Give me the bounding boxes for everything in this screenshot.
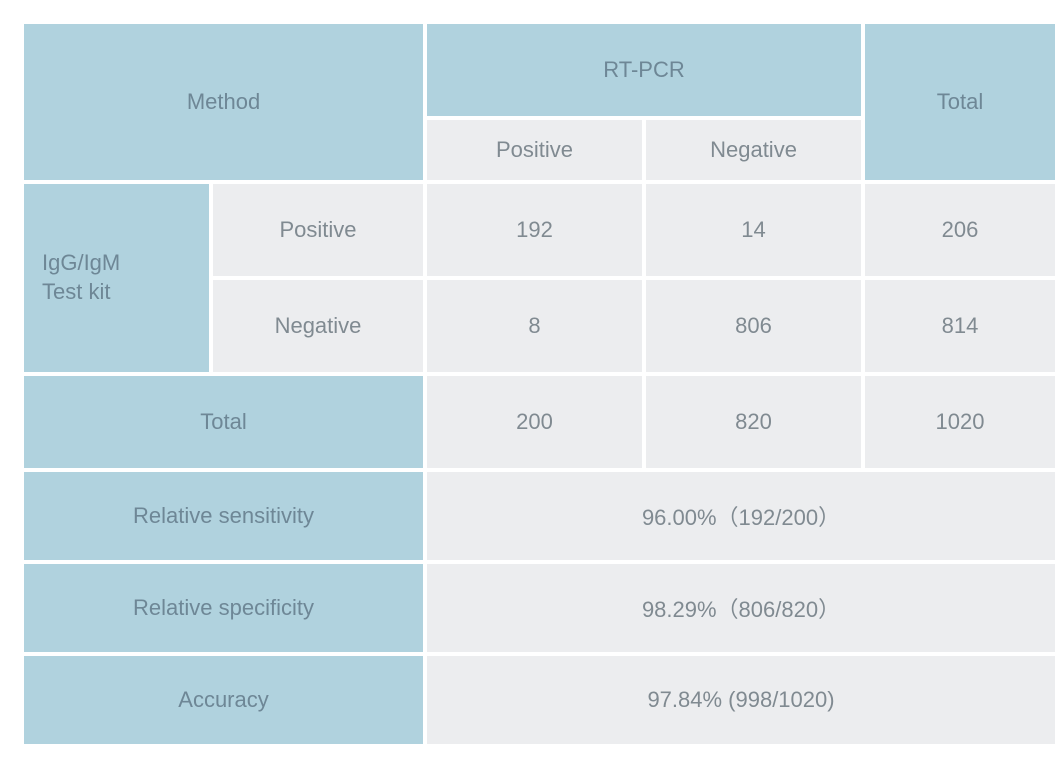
header-method: Method <box>24 24 423 180</box>
comparison-table: Method RT-PCR Total Positive Negative Ig… <box>20 20 1059 748</box>
header-rtpcr: RT-PCR <box>427 24 861 116</box>
cell-pos-neg: 14 <box>646 184 861 276</box>
metric-label-sensitivity: Relative sensitivity <box>24 472 423 560</box>
cell-neg-total: 814 <box>865 280 1055 372</box>
cell-tot-pos: 200 <box>427 376 642 468</box>
row-label-negative: Negative <box>213 280 423 372</box>
metric-value-accuracy: 97.84% (998/1020) <box>427 656 1055 744</box>
table-row-total: Total 200 820 1020 <box>24 376 1055 468</box>
header-total: Total <box>865 24 1055 180</box>
metric-label-accuracy: Accuracy <box>24 656 423 744</box>
table-row: IgG/IgM Test kit Positive 192 14 206 <box>24 184 1055 276</box>
cell-tot-total: 1020 <box>865 376 1055 468</box>
subheader-negative: Negative <box>646 120 861 180</box>
metric-row-accuracy: Accuracy 97.84% (998/1020) <box>24 656 1055 744</box>
metric-label-specificity: Relative specificity <box>24 564 423 652</box>
metric-value-specificity: 98.29%（806/820） <box>427 564 1055 652</box>
row-label-total: Total <box>24 376 423 468</box>
testkit-line1: IgG/IgM <box>42 250 120 275</box>
cell-neg-pos: 8 <box>427 280 642 372</box>
cell-neg-neg: 806 <box>646 280 861 372</box>
metric-row-specificity: Relative specificity 98.29%（806/820） <box>24 564 1055 652</box>
metric-row-sensitivity: Relative sensitivity 96.00%（192/200） <box>24 472 1055 560</box>
metric-value-sensitivity: 96.00%（192/200） <box>427 472 1055 560</box>
row-label-positive: Positive <box>213 184 423 276</box>
testkit-line2: Test kit <box>42 279 110 304</box>
table-header-row: Method RT-PCR Total <box>24 24 1055 116</box>
cell-tot-neg: 820 <box>646 376 861 468</box>
side-testkit: IgG/IgM Test kit <box>24 184 209 372</box>
cell-pos-pos: 192 <box>427 184 642 276</box>
subheader-positive: Positive <box>427 120 642 180</box>
cell-pos-total: 206 <box>865 184 1055 276</box>
